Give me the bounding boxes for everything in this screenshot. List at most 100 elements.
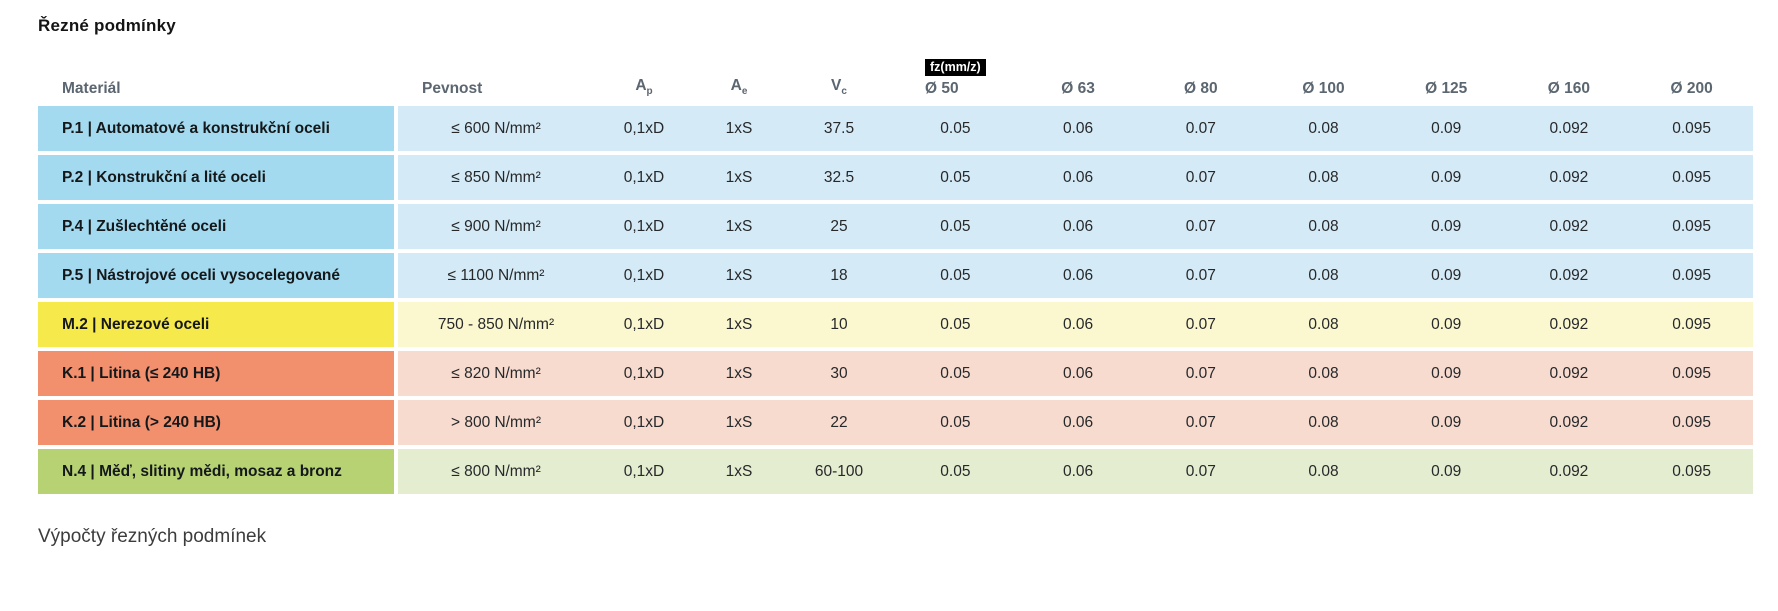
fz-d63-cell: 0.06 <box>1016 302 1140 347</box>
fz-d200-cell: 0.095 <box>1630 253 1753 298</box>
table-row: M.2 | Nerezové oceli 750 - 850 N/mm² 0,1… <box>38 302 1753 347</box>
fz-d125-cell: 0.09 <box>1384 204 1508 249</box>
header-diameter-80: Ø 80 <box>1183 79 1218 97</box>
ap-cell: 0,1xD <box>594 106 694 151</box>
header-ae-subscript: e <box>741 86 748 97</box>
ae-cell: 1xS <box>694 302 784 347</box>
fz-d80-cell: 0.07 <box>1139 204 1263 249</box>
fz-d160-cell: 0.092 <box>1507 106 1631 151</box>
header-diameter-200: Ø 200 <box>1670 79 1713 97</box>
header-vc-subscript: c <box>841 86 847 97</box>
material-cell: K.1 | Litina (≤ 240 HB) <box>38 351 398 396</box>
ap-cell: 0,1xD <box>594 351 694 396</box>
fz-d100-cell: 0.08 <box>1262 155 1385 200</box>
fz-d63-cell: 0.06 <box>1016 351 1140 396</box>
header-diameter-50: fz(mm/z) Ø 50 <box>894 58 1017 97</box>
header-ap-symbol: A <box>635 76 647 94</box>
fz-d160-cell: 0.092 <box>1507 400 1631 445</box>
ap-cell: 0,1xD <box>594 155 694 200</box>
table-body: P.1 | Automatové a konstrukční oceli ≤ 6… <box>38 106 1753 494</box>
header-ap-subscript: p <box>646 86 653 97</box>
table-row: K.2 | Litina (> 240 HB) > 800 N/mm² 0,1x… <box>38 400 1753 445</box>
ap-cell: 0,1xD <box>594 400 694 445</box>
ap-cell: 0,1xD <box>594 302 694 347</box>
fz-d100-cell: 0.08 <box>1262 449 1385 494</box>
vc-cell: 22 <box>784 400 894 445</box>
fz-d200-cell: 0.095 <box>1630 302 1753 347</box>
section-subtitle: Výpočty řezných podmínek <box>38 526 267 547</box>
header-vc: Vc <box>784 77 894 97</box>
fz-d80-cell: 0.07 <box>1139 106 1263 151</box>
fz-d80-cell: 0.07 <box>1139 302 1263 347</box>
ae-cell: 1xS <box>694 351 784 396</box>
header-ae-symbol: A <box>730 76 742 94</box>
vc-cell: 25 <box>784 204 894 249</box>
fz-d100-cell: 0.08 <box>1262 302 1385 347</box>
fz-d160-cell: 0.092 <box>1507 302 1631 347</box>
strength-cell: > 800 N/mm² <box>398 400 594 445</box>
strength-cell: ≤ 900 N/mm² <box>398 204 594 249</box>
fz-d160-cell: 0.092 <box>1507 253 1631 298</box>
ae-cell: 1xS <box>694 155 784 200</box>
material-cell: M.2 | Nerezové oceli <box>38 302 398 347</box>
fz-d200-cell: 0.095 <box>1630 204 1753 249</box>
table-row: K.1 | Litina (≤ 240 HB) ≤ 820 N/mm² 0,1x… <box>38 351 1753 396</box>
fz-d50-cell: 0.05 <box>894 106 1017 151</box>
ae-cell: 1xS <box>694 449 784 494</box>
material-cell: P.5 | Nástrojové oceli vysocelegované <box>38 253 398 298</box>
table-row: P.2 | Konstrukční a lité oceli ≤ 850 N/m… <box>38 155 1753 200</box>
fz-d50-cell: 0.05 <box>894 302 1017 347</box>
fz-d125-cell: 0.09 <box>1384 106 1508 151</box>
fz-d80-cell: 0.07 <box>1139 253 1263 298</box>
fz-d50-cell: 0.05 <box>894 155 1017 200</box>
header-diameter-50-label: Ø 50 <box>925 79 959 97</box>
fz-d160-cell: 0.092 <box>1507 204 1631 249</box>
header-ap: Ap <box>594 77 694 97</box>
header-material: Materiál <box>62 79 121 97</box>
fz-d200-cell: 0.095 <box>1630 449 1753 494</box>
page-title: Řezné podmínky <box>38 16 176 35</box>
header-diameter-160: Ø 160 <box>1547 79 1591 97</box>
fz-d200-cell: 0.095 <box>1630 400 1753 445</box>
ae-cell: 1xS <box>694 204 784 249</box>
fz-unit-badge: fz(mm/z) <box>925 58 986 76</box>
fz-d160-cell: 0.092 <box>1507 351 1631 396</box>
fz-d125-cell: 0.09 <box>1384 449 1508 494</box>
strength-cell: ≤ 800 N/mm² <box>398 449 594 494</box>
fz-d80-cell: 0.07 <box>1139 400 1263 445</box>
fz-d100-cell: 0.08 <box>1262 253 1385 298</box>
vc-cell: 32.5 <box>784 155 894 200</box>
fz-d63-cell: 0.06 <box>1016 400 1140 445</box>
fz-d100-cell: 0.08 <box>1262 106 1385 151</box>
ap-cell: 0,1xD <box>594 449 694 494</box>
fz-d125-cell: 0.09 <box>1384 253 1508 298</box>
header-ae: Ae <box>694 77 784 97</box>
table-row: P.4 | Zušlechtěné oceli ≤ 900 N/mm² 0,1x… <box>38 204 1753 249</box>
vc-cell: 37.5 <box>784 106 894 151</box>
header-diameter-125: Ø 125 <box>1425 79 1468 97</box>
fz-d50-cell: 0.05 <box>894 253 1017 298</box>
table-row: P.5 | Nástrojové oceli vysocelegované ≤ … <box>38 253 1753 298</box>
fz-d50-cell: 0.05 <box>894 400 1017 445</box>
fz-d63-cell: 0.06 <box>1016 155 1140 200</box>
page: Řezné podmínky Materiál Pevnost Ap Ae Vc… <box>38 16 1753 547</box>
header-diameter-100: Ø 100 <box>1302 79 1345 97</box>
ae-cell: 1xS <box>694 106 784 151</box>
fz-d160-cell: 0.092 <box>1507 449 1631 494</box>
header-vc-symbol: V <box>831 76 842 94</box>
fz-d100-cell: 0.08 <box>1262 400 1385 445</box>
fz-d50-cell: 0.05 <box>894 351 1017 396</box>
fz-d63-cell: 0.06 <box>1016 106 1140 151</box>
header-strength: Pevnost <box>422 79 483 97</box>
material-cell: P.2 | Konstrukční a lité oceli <box>38 155 398 200</box>
fz-d200-cell: 0.095 <box>1630 155 1753 200</box>
strength-cell: ≤ 1100 N/mm² <box>398 253 594 298</box>
fz-d200-cell: 0.095 <box>1630 106 1753 151</box>
table-row: P.1 | Automatové a konstrukční oceli ≤ 6… <box>38 106 1753 151</box>
strength-cell: ≤ 850 N/mm² <box>398 155 594 200</box>
fz-d63-cell: 0.06 <box>1016 253 1140 298</box>
vc-cell: 60-100 <box>784 449 894 494</box>
fz-d63-cell: 0.06 <box>1016 204 1140 249</box>
strength-cell: ≤ 820 N/mm² <box>398 351 594 396</box>
table-row: N.4 | Měď, slitiny mědi, mosaz a bronz ≤… <box>38 449 1753 494</box>
